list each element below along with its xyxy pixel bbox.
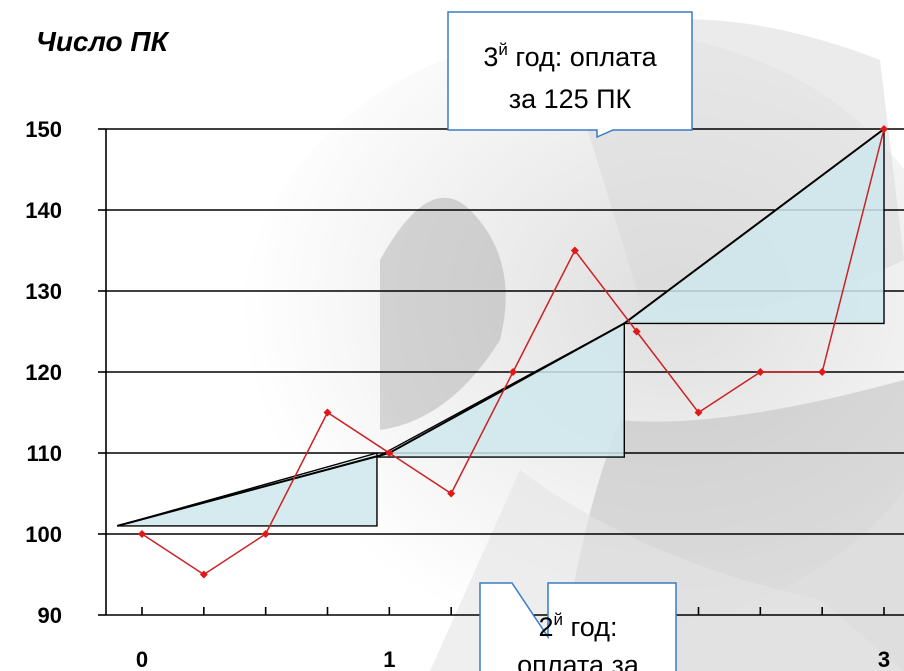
- y-tick-label-130: 130: [25, 279, 62, 304]
- data-point-0: [138, 530, 146, 538]
- data-point-1: [199, 570, 208, 579]
- y-axis-title: Число ПК: [36, 26, 168, 57]
- y-tick-label-140: 140: [25, 198, 62, 223]
- callout-year-3-box: [447, 11, 693, 139]
- callout-year-3-line-2: за 125 ПК: [509, 84, 632, 114]
- callout-year-2-line-1: год:: [571, 612, 618, 642]
- y-tick-label-110: 110: [27, 441, 63, 466]
- y-tick-label-150: 150: [25, 117, 62, 142]
- trend-line: [117, 128, 885, 527]
- y-tick-label-90: 90: [38, 603, 62, 628]
- callout-year-2-box: [479, 582, 677, 671]
- data-point-9: [694, 408, 703, 417]
- x-tick-label-3: 3: [878, 647, 890, 671]
- data-point-6: [509, 368, 517, 376]
- callout-year-3-superscript: й: [498, 40, 508, 59]
- y-tick-label-100: 100: [25, 522, 62, 547]
- data-point-5: [447, 489, 456, 498]
- y-tick-label-120: 120: [25, 360, 62, 385]
- callout-year-2-superscript: й: [554, 610, 564, 629]
- x-tick-label-0: 0: [136, 647, 148, 671]
- svg-text:3й год: оплата: 3й год: оплата: [483, 40, 657, 72]
- callout-year-2-line-2: оплата за: [517, 650, 640, 671]
- data-point-8: [632, 327, 641, 336]
- data-point-3: [323, 408, 332, 417]
- shaded-triangle-1: [117, 452, 378, 527]
- data-point-12: [880, 125, 888, 133]
- callout-year-3-line-1: год: оплата: [515, 42, 657, 72]
- data-point-10: [756, 368, 765, 376]
- callout-year-3: 3й год: оплата за 125 ПК: [447, 11, 693, 139]
- data-point-11: [818, 368, 827, 376]
- callout-year-3-prefix: 3: [483, 42, 498, 72]
- callout-year-2-prefix: 2: [539, 612, 554, 642]
- data-point-4: [385, 449, 394, 457]
- callout-year-2: 2й год: оплата за: [479, 582, 677, 671]
- svg-text:2й год:: 2й год:: [539, 610, 618, 642]
- data-point-7: [570, 246, 579, 255]
- x-tick-label-1: 1: [383, 647, 395, 671]
- data-point-2: [261, 530, 270, 538]
